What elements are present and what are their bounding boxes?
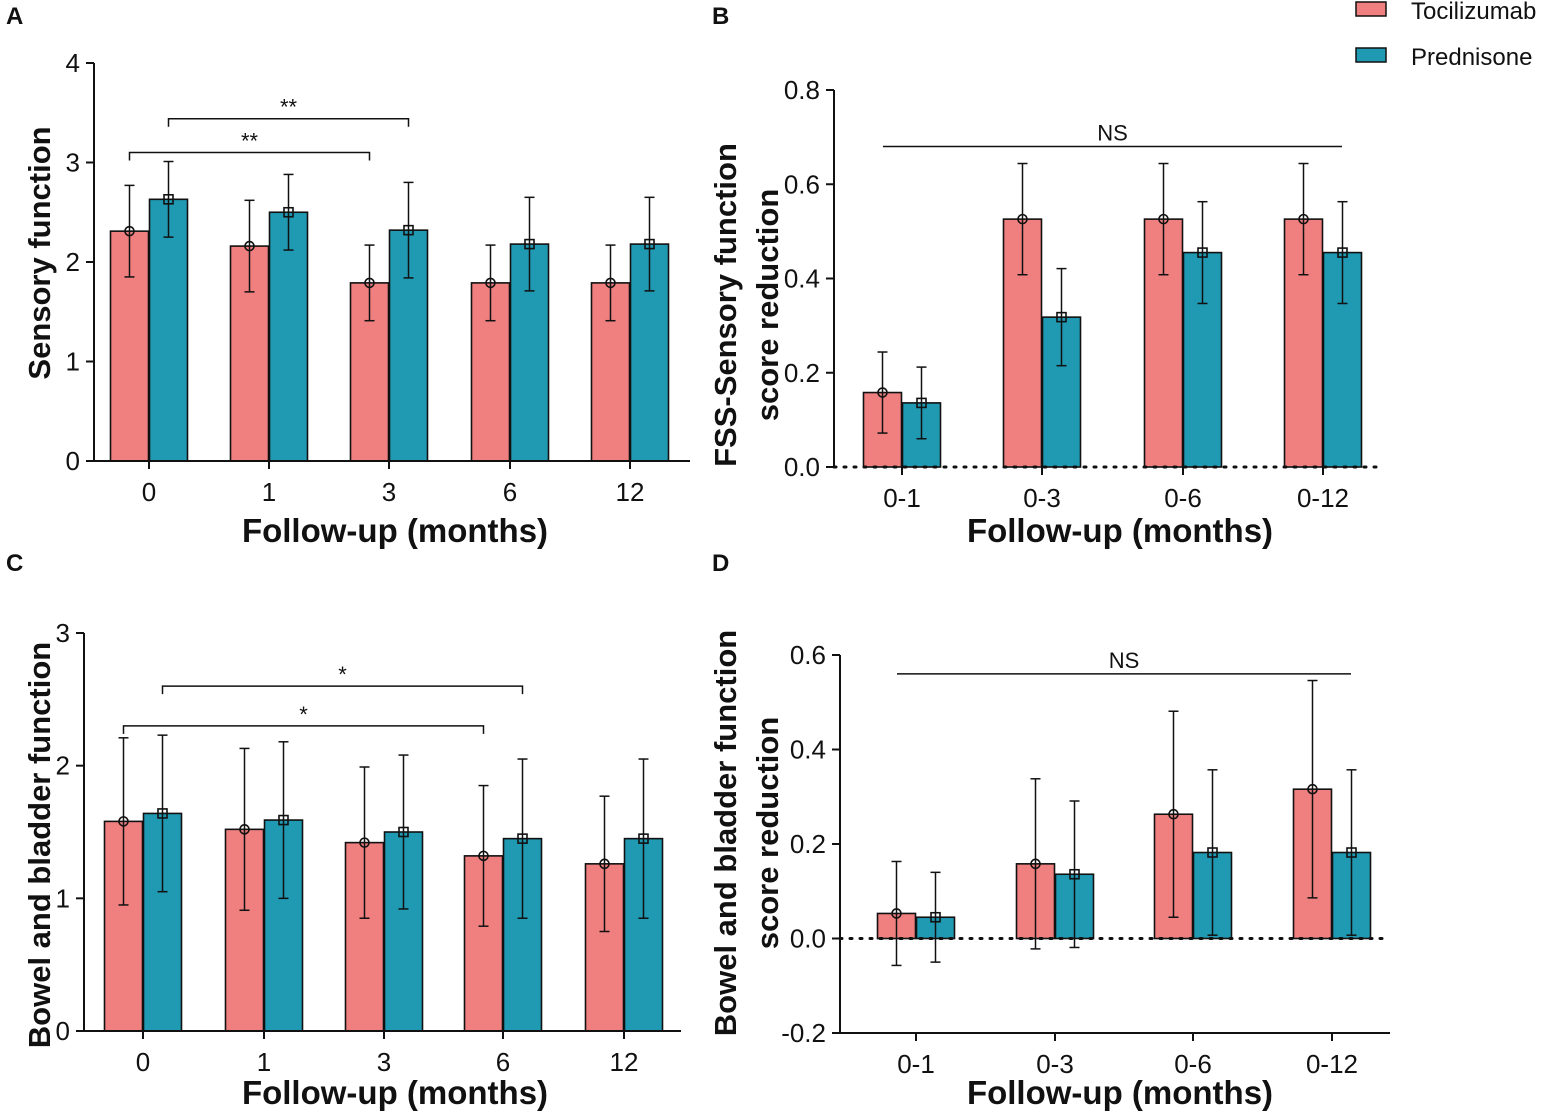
y-axis-title-C-line-1: Bowel and bladder function [22,642,57,1048]
x-axis-title-A: Follow-up (months) [242,512,548,549]
significance-label-D-1: NS [1109,648,1140,673]
marker-circle-1 [244,240,255,252]
x-tick-label-D-0-1: 0-1 [897,1049,935,1079]
marker-circle-6 [478,850,489,862]
y-axis-title-D-line-2: score reduction [750,717,785,950]
y-tick-label-D-0.4: 0.4 [790,735,826,765]
bar-prednisone-1 [268,211,309,462]
panel-letter-d: D [712,550,729,577]
x-tick-label-C-1: 1 [257,1047,271,1077]
legend-label-tocilizumab: Tocilizumab [1411,0,1536,25]
y-tick-label-A-4: 4 [66,48,80,78]
significance-label-C-1: * [299,702,308,727]
x-tick-label-A-12: 12 [616,477,645,507]
x-tick-label-A-3: 3 [382,477,396,507]
significance-bracket-A-1 [128,151,371,161]
legend-swatch-tocilizumab [1355,1,1387,17]
y-tick-label-A-2: 2 [66,247,80,277]
y-tick-label-D-0.6: 0.6 [790,640,826,670]
significance-bracket-C-2 [161,685,524,695]
y-tick-label-B-0.4: 0.4 [784,264,820,294]
marker-circle-0-3 [1030,858,1041,870]
marker-circle-6 [485,277,496,289]
y-axis-title-D-line-1: Bowel and bladder function [708,630,743,1036]
x-axis-title-D: Follow-up (months) [967,1074,1273,1111]
marker-circle-12 [599,858,610,870]
x-tick-label-D-0-3: 0-3 [1036,1049,1074,1079]
significance-bracket-C-1 [122,725,485,734]
x-tick-label-B-0-3: 0-3 [1023,483,1061,513]
y-axis-title-B-line-2: score reduction [750,189,785,422]
marker-circle-0-6 [1158,213,1169,225]
legend: Tocilizumab Prednisone [1355,0,1536,71]
y-axis-title-B-line-1: FSS-Sensory function [708,143,743,467]
y-tick-label-A-0: 0 [66,446,80,476]
x-tick-label-B-0-1: 0-1 [883,483,921,513]
x-tick-label-C-12: 12 [610,1047,639,1077]
panel-letter-a: A [6,3,23,30]
panel-b: B 0.0 0.2 0.4 0.6 0.8 0-1 0-3 0-6 0-12 Follow-up … [708,3,1385,549]
y-tick-label-D-0.0: 0.0 [790,924,826,954]
x-tick-label-C-0: 0 [136,1047,150,1077]
marker-circle-0-12 [1307,783,1318,795]
y-tick-label-D--0.2: -0.2 [781,1018,826,1048]
y-tick-label-C-2: 2 [56,751,70,781]
x-tick-label-A-1: 1 [262,477,276,507]
y-tick-label-B-0.0: 0.0 [784,452,820,482]
panel-letter-b: B [712,3,729,30]
x-tick-label-B-0-6: 0-6 [1164,483,1202,513]
y-tick-label-C-1: 1 [56,883,70,913]
marker-circle-12 [605,277,616,289]
x-tick-label-C-3: 3 [377,1047,391,1077]
marker-circle-3 [364,277,375,289]
x-tick-label-C-6: 6 [496,1047,510,1077]
y-tick-label-C-3: 3 [56,618,70,648]
x-tick-label-D-0-12: 0-12 [1306,1049,1358,1079]
marker-circle-0-1 [891,908,902,919]
y-tick-label-B-0.2: 0.2 [784,358,820,388]
significance-label-A-2: ** [280,95,298,120]
x-tick-label-A-6: 6 [503,477,517,507]
marker-circle-1 [239,824,250,835]
panel-letter-c: C [6,550,23,577]
marker-circle-0-12 [1298,213,1309,225]
marker-circle-3 [359,837,370,848]
y-tick-label-B-0.8: 0.8 [784,75,820,105]
significance-label-C-2: * [338,662,347,687]
significance-label-B-1: NS [1097,121,1128,146]
y-tick-label-B-0.6: 0.6 [784,169,820,199]
x-tick-label-A-0: 0 [142,477,156,507]
x-tick-label-B-0-12: 0-12 [1297,483,1349,513]
marker-circle-0-3 [1017,213,1028,225]
marker-circle-0 [118,816,129,827]
panel-d: D -0.2 0.0 0.2 0.4 0.6 0-1 0-3 0-6 0-12 Follow-up… [708,550,1392,1111]
y-axis-title-A-line-1: Sensory function [22,126,57,379]
legend-swatch-prednisone [1355,47,1387,63]
y-tick-label-C-0: 0 [56,1016,70,1046]
legend-label-prednisone: Prednisone [1411,44,1532,71]
marker-circle-0 [124,225,135,237]
x-axis-title-B: Follow-up (months) [967,512,1273,549]
marker-circle-0-6 [1168,808,1179,820]
significance-label-A-1: ** [241,129,259,154]
x-axis-title-C: Follow-up (months) [242,1074,548,1111]
bar-prednisone-0 [148,198,189,462]
significance-bracket-A-2 [167,117,410,127]
marker-circle-0-1 [877,387,888,398]
y-tick-label-D-0.2: 0.2 [790,829,826,859]
x-tick-label-D-0-6: 0-6 [1174,1049,1212,1079]
y-tick-label-A-3: 3 [66,148,80,178]
y-tick-label-A-1: 1 [66,347,80,377]
